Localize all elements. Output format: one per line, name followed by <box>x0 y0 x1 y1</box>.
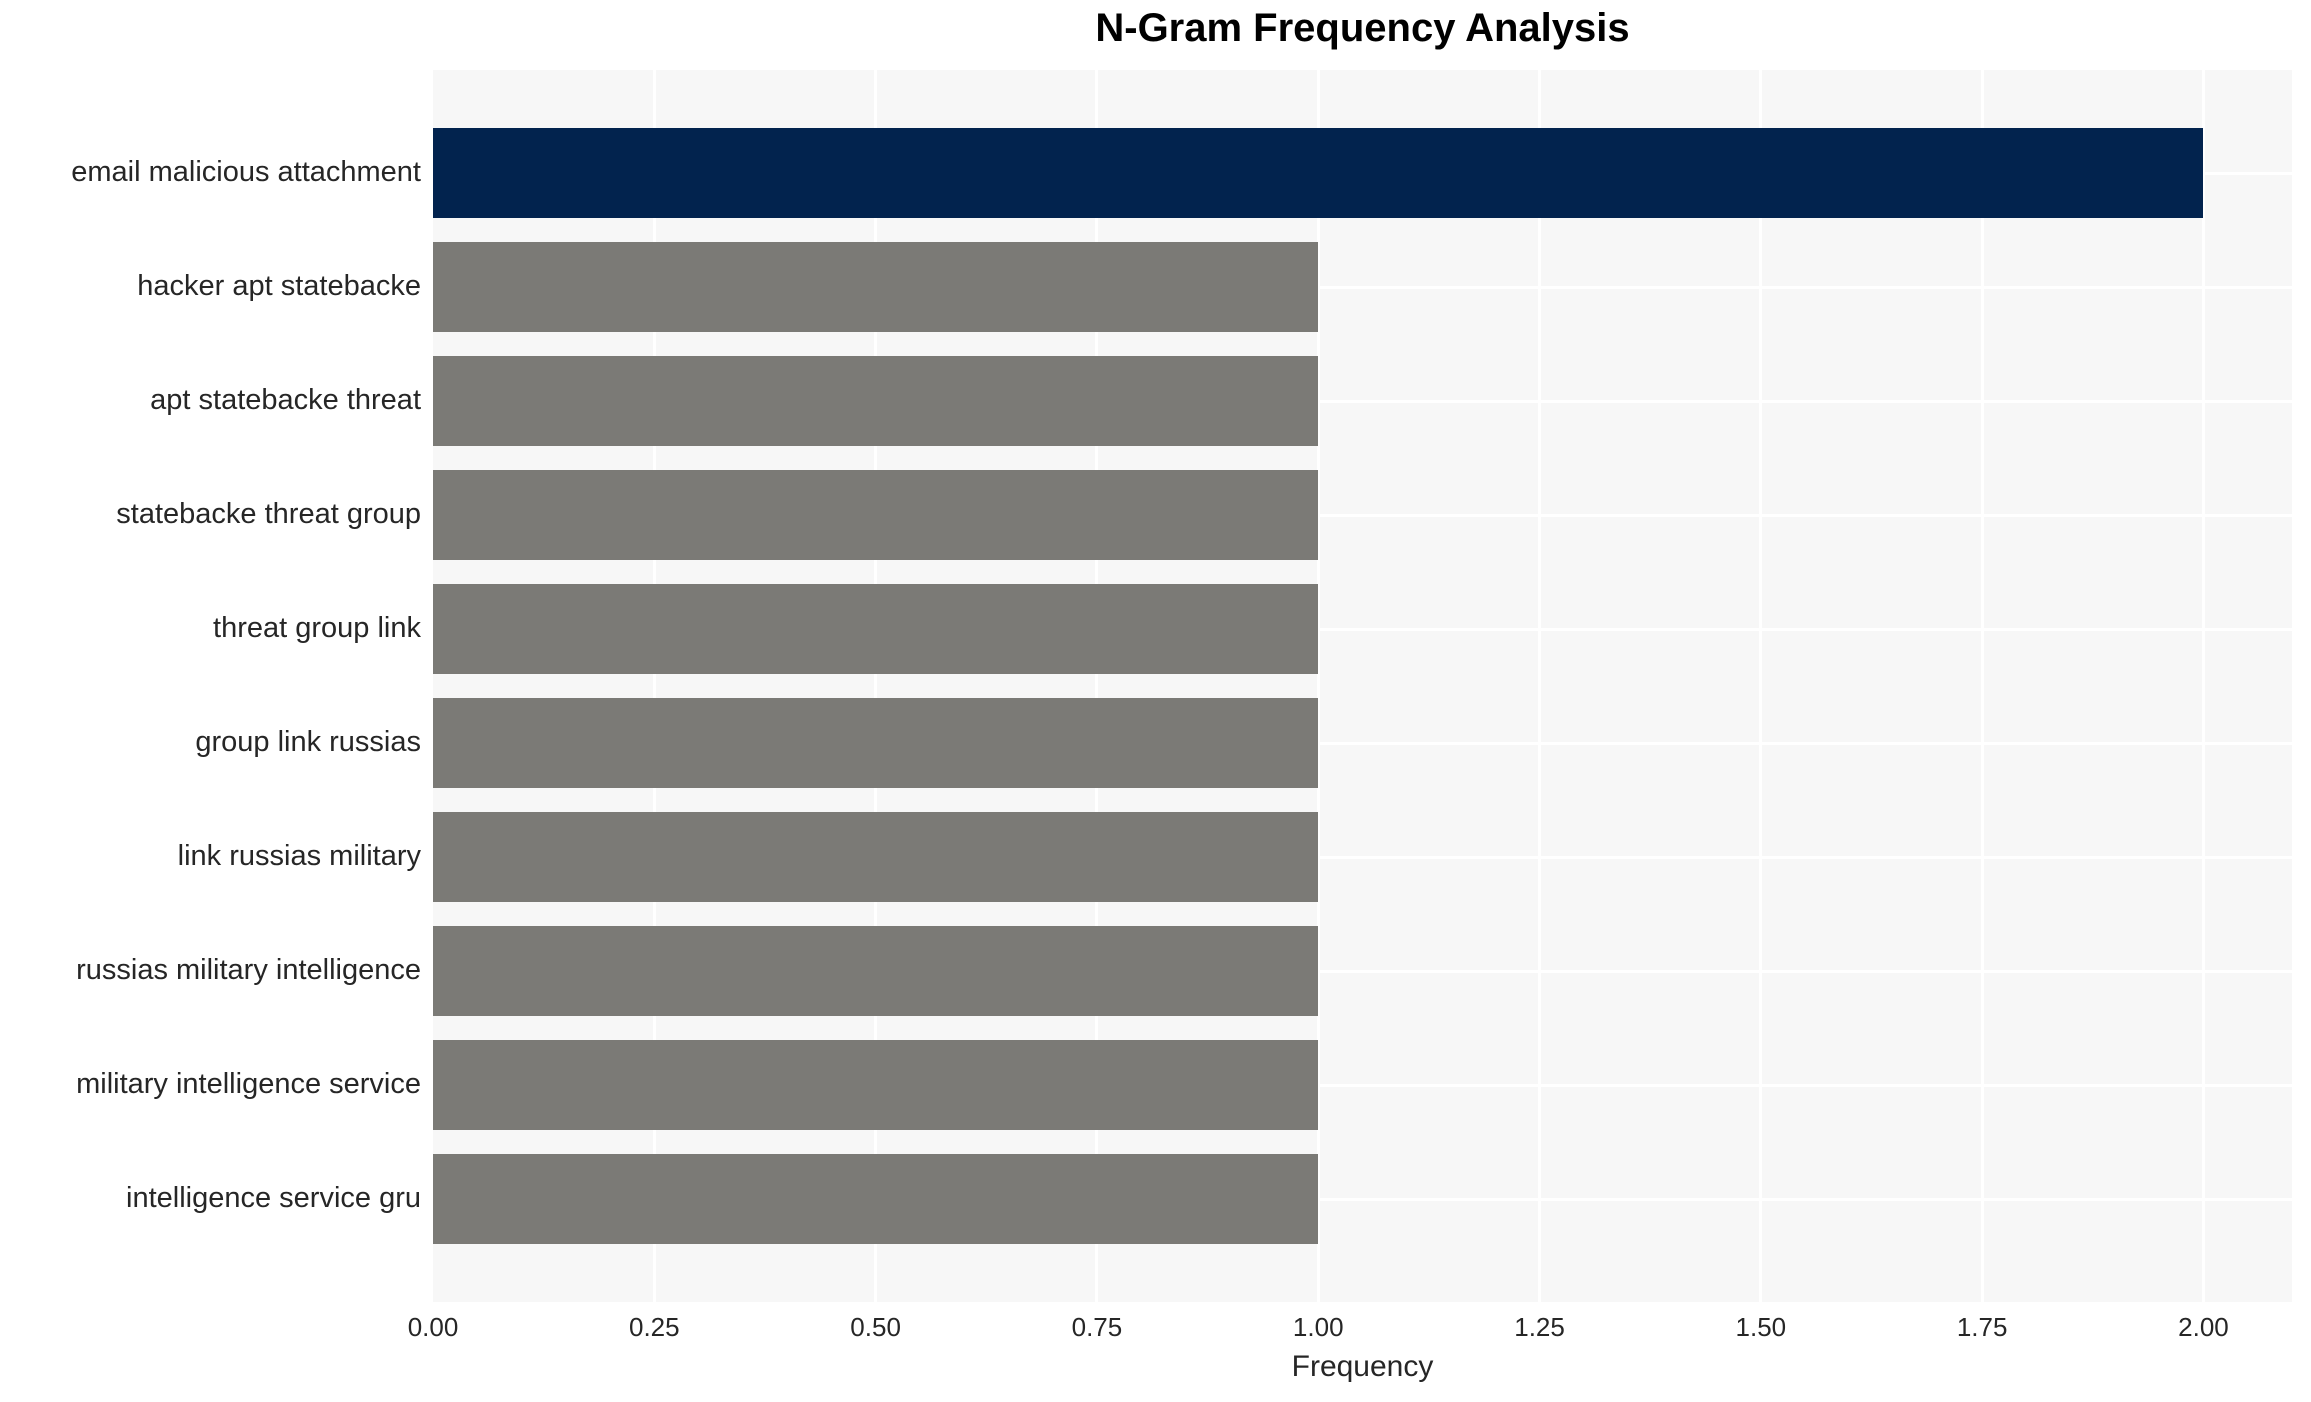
horizontal-gridline <box>433 399 2292 403</box>
bar-intelligence-service-gru <box>433 1154 1319 1244</box>
y-tick-label: intelligence service gru <box>126 1182 421 1214</box>
y-tick-label: email malicious attachment <box>71 156 421 188</box>
horizontal-gridline <box>433 513 2292 517</box>
vertical-gridline <box>874 70 878 1302</box>
plot-area <box>433 70 2292 1302</box>
x-tick-label: 1.25 <box>1514 1312 1565 1342</box>
bar-link-russias-military <box>433 812 1319 902</box>
x-tick-label: 0.25 <box>628 1312 680 1342</box>
vertical-gridline <box>1316 70 1320 1302</box>
bar-threat-group-link <box>433 584 1319 674</box>
horizontal-gridline <box>433 627 2292 631</box>
horizontal-gridline <box>433 969 2292 973</box>
bar-russias-military-intelligence <box>433 926 1319 1016</box>
bar-statebacke-threat-group <box>433 470 1319 560</box>
x-tick-label: 0.50 <box>850 1312 901 1342</box>
bar-group-link-russias <box>433 698 1319 788</box>
bar-email-malicious-attachment <box>433 128 2204 218</box>
x-tick-label: 1.00 <box>1292 1312 1344 1342</box>
x-tick-label: 2.00 <box>2178 1312 2229 1342</box>
horizontal-gridline <box>433 741 2292 745</box>
vertical-gridline <box>1980 70 1984 1302</box>
vertical-gridline <box>1095 70 1099 1302</box>
y-tick-label: apt statebacke threat <box>150 384 421 416</box>
y-tick-label: russias military intelligence <box>76 954 421 986</box>
horizontal-gridline <box>433 855 2292 859</box>
horizontal-gridline <box>433 1197 2292 1201</box>
y-tick-label: hacker apt statebacke <box>137 270 421 302</box>
x-axis-title: Frequency <box>1291 1350 1434 1383</box>
y-tick-label: group link russias <box>195 726 421 758</box>
bar-hacker-apt-statebacke <box>433 242 1319 332</box>
vertical-gridline <box>1538 70 1542 1302</box>
y-tick-label: threat group link <box>213 612 421 644</box>
x-tick-label: 0.00 <box>407 1312 459 1342</box>
y-axis-labels: email malicious attachment hacker apt sta… <box>0 70 421 1302</box>
x-tick-label: 1.75 <box>1956 1312 2008 1342</box>
vertical-gridline <box>2201 70 2205 1302</box>
x-axis: Frequency 0.00 0.25 0.50 0.75 1.00 1.25 1.50 1.… <box>408 1302 2292 1402</box>
y-tick-label: military intelligence service <box>76 1068 421 1100</box>
chart-title: N-Gram Frequency Analysis <box>1095 6 1630 50</box>
y-tick-label: link russias military <box>177 840 421 872</box>
y-tick-label: statebacke threat group <box>116 498 421 530</box>
bar-military-intelligence-service <box>433 1040 1319 1130</box>
horizontal-gridline <box>433 1083 2292 1087</box>
x-tick-label: 0.75 <box>1071 1312 1123 1342</box>
bar-apt-statebacke-threat <box>433 356 1319 446</box>
horizontal-gridline <box>433 285 2292 289</box>
vertical-gridline <box>652 70 656 1302</box>
x-tick-label: 1.50 <box>1735 1312 1787 1342</box>
vertical-gridline <box>1759 70 1763 1302</box>
